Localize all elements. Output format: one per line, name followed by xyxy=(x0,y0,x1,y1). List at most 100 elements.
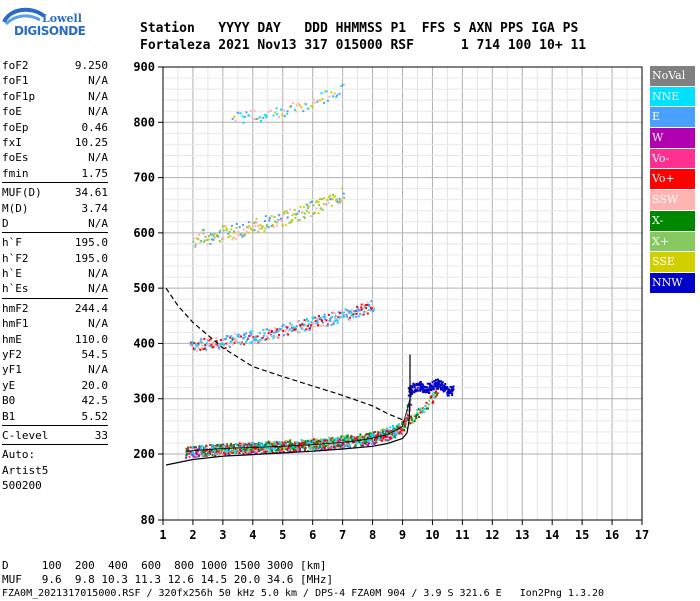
echo-point xyxy=(288,443,291,446)
echo-point xyxy=(350,313,353,316)
echo-point xyxy=(332,440,335,443)
echo-point xyxy=(299,449,302,452)
echo-point xyxy=(237,333,240,336)
echo-point xyxy=(344,443,347,446)
echo-point xyxy=(305,209,308,212)
echo-point xyxy=(309,327,312,330)
echo-point xyxy=(306,207,309,210)
echo-point xyxy=(337,316,340,319)
echo-point xyxy=(410,389,413,392)
echo-point xyxy=(319,438,322,441)
echo-point xyxy=(350,435,353,438)
echo-point xyxy=(241,451,244,454)
echo-point xyxy=(306,107,309,110)
param-value: N/A xyxy=(88,89,108,103)
echo-point xyxy=(446,393,449,396)
echo-point xyxy=(226,452,229,455)
echo-point xyxy=(265,446,268,449)
echo-point xyxy=(249,449,252,452)
echo-point xyxy=(390,437,393,440)
echo-point xyxy=(227,452,230,455)
echo-point xyxy=(420,409,423,412)
x-tick-label: 1 xyxy=(159,528,166,542)
echo-point xyxy=(373,307,376,310)
echo-point xyxy=(322,203,325,206)
echo-point xyxy=(378,437,381,440)
echo-point xyxy=(236,335,239,338)
echo-point xyxy=(195,242,198,245)
echo-point xyxy=(352,441,355,444)
echo-point xyxy=(313,211,316,214)
echo-point xyxy=(265,116,268,119)
echo-point xyxy=(409,422,412,425)
echo-point xyxy=(435,390,438,393)
echo-point xyxy=(423,408,426,411)
echo-point xyxy=(203,450,206,453)
echo-point xyxy=(375,435,378,438)
echo-point xyxy=(294,448,297,451)
echo-point xyxy=(195,237,198,240)
echo-point xyxy=(336,321,339,324)
echo-point xyxy=(361,313,364,316)
echo-point xyxy=(241,233,244,236)
echo-point xyxy=(379,432,382,435)
echo-point xyxy=(282,329,285,332)
echo-point xyxy=(225,447,228,450)
echo-point xyxy=(212,235,215,238)
echo-point xyxy=(235,449,238,452)
echo-point xyxy=(324,439,327,442)
echo-point xyxy=(317,445,320,448)
echo-point xyxy=(423,389,426,392)
echo-point xyxy=(218,347,221,350)
echo-point xyxy=(409,417,412,420)
echo-point xyxy=(225,227,228,230)
echo-point xyxy=(284,224,287,227)
echo-point xyxy=(215,340,218,343)
echo-point xyxy=(309,447,312,450)
echo-point xyxy=(356,438,359,441)
param-value: 195.0 xyxy=(74,236,108,250)
echo-point xyxy=(185,453,188,456)
echo-point xyxy=(395,429,398,432)
echo-point xyxy=(428,389,431,392)
echo-point xyxy=(452,388,455,391)
echo-point xyxy=(288,221,291,224)
auto-scaling-info: Artist5 xyxy=(2,463,49,477)
echo-point xyxy=(394,430,397,433)
echo-point xyxy=(328,438,331,441)
echo-point xyxy=(203,337,206,340)
echo-point xyxy=(206,239,209,242)
echo-point xyxy=(439,384,442,387)
echo-point xyxy=(319,207,322,210)
footer-file-row: FZA0M_2021317015000.RSF / 320fx256h 50 k… xyxy=(2,588,605,599)
echo-point xyxy=(271,444,274,447)
echo-point xyxy=(271,330,274,333)
logo-swoosh-icon xyxy=(2,7,46,26)
echo-point xyxy=(201,229,204,232)
param-value: 5.52 xyxy=(81,409,109,423)
echo-point xyxy=(354,437,357,440)
x-tick-label: 15 xyxy=(575,528,589,542)
param-value: 54.5 xyxy=(81,348,109,362)
echo-point xyxy=(216,449,219,452)
echo-point xyxy=(234,237,237,240)
echo-point xyxy=(253,337,256,340)
echo-point xyxy=(369,434,372,437)
echo-point xyxy=(334,312,337,315)
echo-point xyxy=(206,453,209,456)
echo-point xyxy=(242,228,245,231)
echo-point xyxy=(262,225,265,228)
echo-point xyxy=(253,221,256,224)
echo-point xyxy=(371,440,374,443)
echo-point xyxy=(366,436,369,439)
echo-point xyxy=(265,442,268,445)
echo-point xyxy=(212,238,215,241)
echo-point xyxy=(282,450,285,453)
echo-point xyxy=(334,439,337,442)
echo-point xyxy=(243,334,246,337)
param-label: hmF2 xyxy=(2,301,29,315)
echo-point xyxy=(191,445,194,448)
echo-point xyxy=(340,435,343,438)
echo-point xyxy=(297,320,300,323)
echo-point xyxy=(216,453,219,456)
